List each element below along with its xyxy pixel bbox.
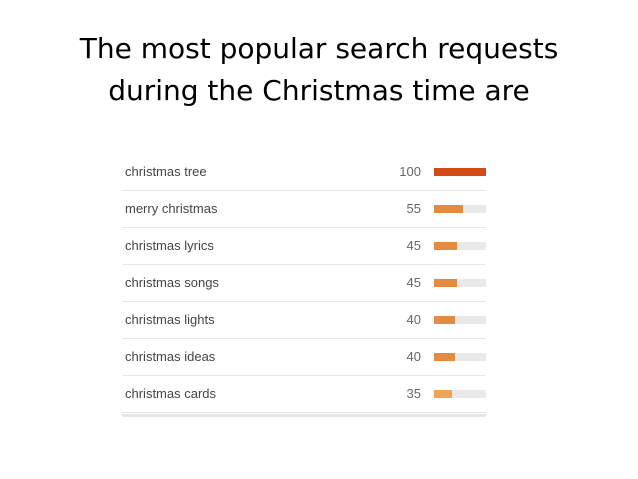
trend-score: 40 bbox=[406, 312, 421, 327]
trend-score: 55 bbox=[406, 201, 421, 216]
trend-row: merry christmas 55 bbox=[122, 191, 486, 228]
trend-bar-fill bbox=[434, 205, 463, 213]
slide-title-line-1: The most popular search requests bbox=[79, 32, 559, 65]
trend-term: christmas lights bbox=[125, 312, 215, 327]
trend-row: christmas songs 45 bbox=[122, 265, 486, 302]
trend-bar-fill bbox=[434, 279, 458, 287]
trend-score: 45 bbox=[406, 275, 421, 290]
trend-term: christmas lyrics bbox=[125, 238, 214, 253]
trend-bar-track bbox=[434, 205, 486, 213]
trend-score: 40 bbox=[406, 349, 421, 364]
trend-bar-fill bbox=[434, 353, 455, 361]
trend-bar-track bbox=[434, 242, 486, 250]
trend-score: 35 bbox=[406, 386, 421, 401]
trend-term: christmas cards bbox=[125, 386, 217, 401]
trend-term: christmas ideas bbox=[125, 349, 216, 364]
trend-row: christmas lights 40 bbox=[122, 302, 486, 339]
trend-bar-fill bbox=[434, 316, 455, 324]
panel-footer-divider bbox=[122, 414, 486, 417]
trend-term: christmas songs bbox=[125, 275, 219, 290]
trend-bar-track bbox=[434, 279, 486, 287]
trend-bar-fill bbox=[434, 168, 486, 176]
trend-bar-fill bbox=[434, 242, 458, 250]
trend-score: 100 bbox=[399, 164, 421, 179]
trend-bar-track bbox=[434, 390, 486, 398]
trend-row: christmas cards 35 bbox=[122, 376, 486, 413]
trend-term: christmas tree bbox=[125, 164, 207, 179]
trend-bar-track bbox=[434, 168, 486, 176]
trend-bar-fill bbox=[434, 390, 453, 398]
trend-term: merry christmas bbox=[125, 201, 218, 216]
trend-score: 45 bbox=[406, 238, 421, 253]
trend-row: christmas ideas 40 bbox=[122, 339, 486, 376]
slide-title-line-2: during the Christmas time are bbox=[108, 74, 530, 107]
trend-row: christmas lyrics 45 bbox=[122, 228, 486, 265]
trend-bar-track bbox=[434, 353, 486, 361]
trend-bar-track bbox=[434, 316, 486, 324]
trend-row: christmas tree 100 bbox=[122, 154, 486, 191]
slide-title: The most popular search requests during … bbox=[0, 28, 638, 112]
search-trends-list: christmas tree 100 merry christmas 55 ch… bbox=[122, 154, 486, 417]
